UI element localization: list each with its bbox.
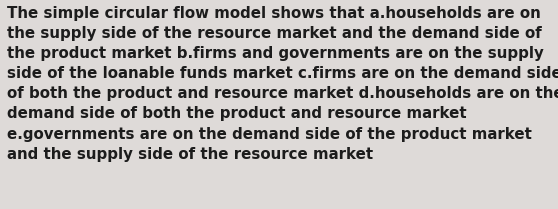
Text: The simple circular flow model shows that a.households are on
the supply side of: The simple circular flow model shows tha… xyxy=(7,6,558,162)
